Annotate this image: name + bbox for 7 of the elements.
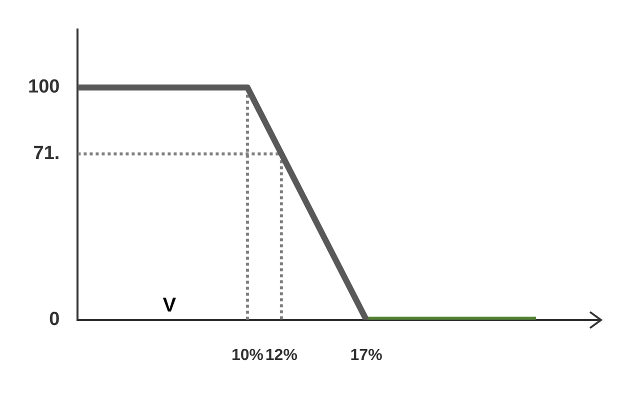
x-tick-label: 12% [265,346,298,364]
x-tick-label: 17% [350,346,382,364]
y-tick-label: 100 [28,76,60,98]
y-tick-label: 71. [33,143,60,164]
y-tick-label: 0 [49,309,60,330]
x-tick-label: 10% [231,346,264,364]
annotation: V [162,294,177,316]
